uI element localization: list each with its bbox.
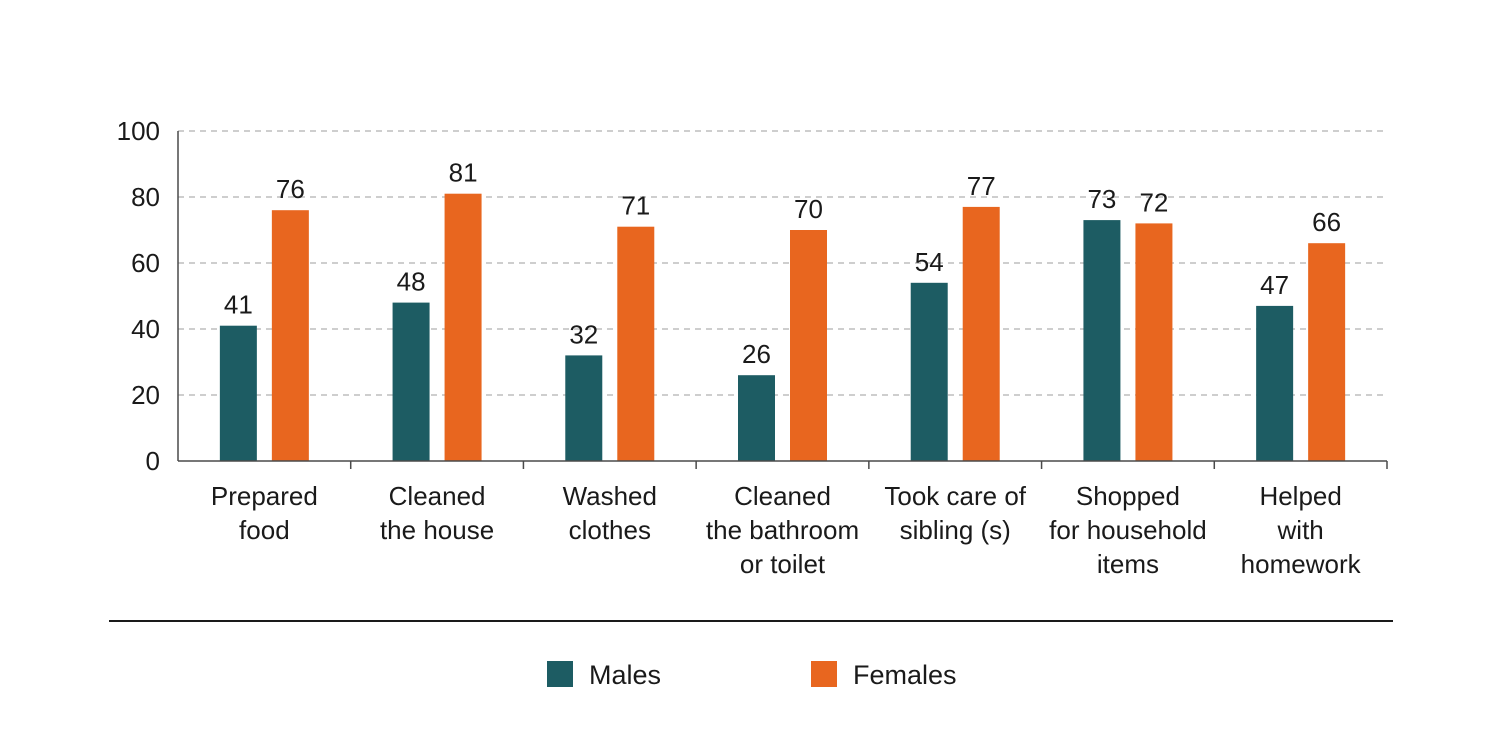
value-label-females: 66 (1312, 207, 1341, 237)
x-category-label-line: Cleaned (389, 481, 486, 511)
x-category-label-line: Prepared (211, 481, 318, 511)
bar-females (1135, 223, 1173, 461)
legend-swatch-males (547, 661, 573, 687)
x-category-label: Cleaned the house (380, 481, 494, 545)
y-tick-label-40: 40 (131, 314, 160, 344)
value-label-females: 81 (449, 158, 478, 188)
value-label-females: 71 (621, 191, 650, 221)
bar-males (565, 355, 603, 461)
value-label-males: 26 (742, 339, 771, 369)
bar-females (1308, 243, 1346, 461)
value-label-males: 47 (1260, 270, 1289, 300)
x-category-label: Took care of sibling (s) (884, 481, 1026, 545)
x-category-label: Shopped for household items (1049, 481, 1207, 579)
axes (177, 131, 1388, 469)
bar-males (738, 375, 775, 461)
x-category-label: Cleaned the bathroom or toilet (706, 481, 859, 579)
bar-females (790, 230, 827, 461)
x-category-label-line: the bathroom (706, 515, 859, 545)
value-label-females: 72 (1139, 187, 1168, 217)
y-tick-label-20: 20 (131, 380, 160, 410)
value-label-females: 70 (794, 194, 823, 224)
bar-females (962, 206, 1000, 461)
x-category-label-line: the house (380, 515, 494, 545)
bar-males (1083, 220, 1121, 461)
bar-females (271, 210, 309, 461)
bar-males (219, 325, 257, 461)
bar-females (617, 226, 655, 461)
bar-males (910, 282, 948, 461)
gridlines (178, 130, 1387, 396)
value-label-females: 77 (967, 171, 996, 201)
bar-males (1256, 305, 1294, 461)
y-tick-label-80: 80 (131, 182, 160, 212)
legend-label-females: Females (853, 660, 957, 690)
category-labels: Prepared food Cleaned the house Washed clothe… (211, 481, 1362, 579)
y-tick-label-100: 100 (117, 116, 160, 146)
x-category-label-line: for household (1049, 515, 1207, 545)
y-axis-ticks: 0 20 40 60 80 100 (117, 116, 160, 476)
legend-label-males: Males (589, 660, 661, 690)
x-category-label-line: Shopped (1076, 481, 1180, 511)
x-category-label-line: clothes (569, 515, 651, 545)
x-category-label-line: with (1277, 515, 1324, 545)
x-category-label-line: items (1097, 549, 1159, 579)
x-category-label-line: food (239, 515, 290, 545)
value-label-females: 76 (276, 174, 305, 204)
x-category-label: Prepared food (211, 481, 318, 545)
x-category-label: Helped with homework (1241, 481, 1362, 579)
y-tick-label-0: 0 (146, 446, 160, 476)
x-category-label-line: Took care of (884, 481, 1026, 511)
x-category-label-line: Helped (1259, 481, 1341, 511)
x-category-label-line: sibling (s) (900, 515, 1011, 545)
value-label-males: 54 (915, 247, 944, 277)
y-tick-label-60: 60 (131, 248, 160, 278)
value-label-males: 41 (224, 290, 253, 320)
bar-females (444, 193, 482, 461)
legend-swatch-females (811, 661, 837, 687)
value-label-males: 48 (397, 267, 426, 297)
x-category-label-line: Cleaned (734, 481, 831, 511)
x-category-label: Washed clothes (563, 481, 657, 545)
value-label-males: 73 (1087, 184, 1116, 214)
value-labels: 41 76 48 81 32 71 26 70 54 77 73 72 47 66 (224, 158, 1341, 370)
bars (219, 193, 1346, 461)
x-category-label-line: homework (1241, 549, 1362, 579)
value-label-males: 32 (569, 319, 598, 349)
x-category-label-line: Washed (563, 481, 657, 511)
bar-males (392, 302, 430, 461)
x-category-label-line: or toilet (740, 549, 826, 579)
legend: Males Females (547, 660, 957, 690)
